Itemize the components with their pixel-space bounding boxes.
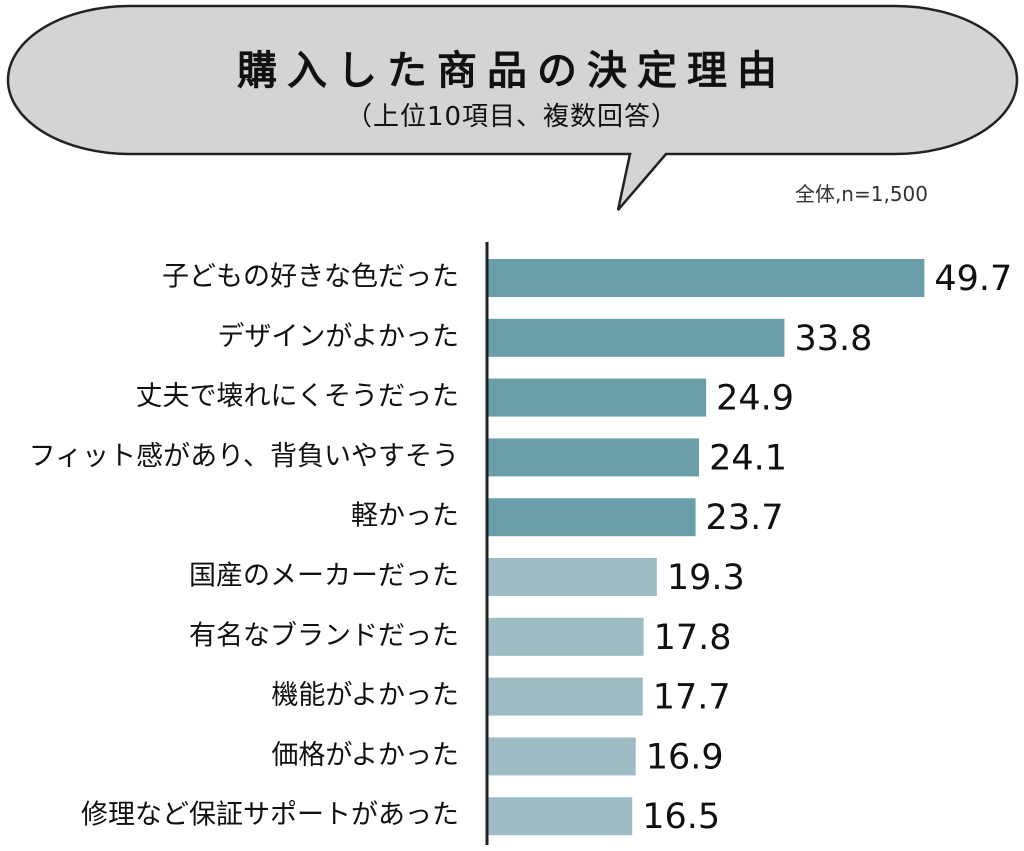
bar-9 [487,737,636,776]
chart-title: 購入した商品の決定理由 [237,48,787,94]
bar-2 [487,318,785,357]
bar-10 [487,797,633,836]
bar-chart: 子どもの好きな色だった 49.7 デザインがよかった 33.8 丈夫で壊れにくそうだった… [29,242,1012,845]
value-label-3: 24.9 [716,379,794,419]
bar-4 [487,438,700,477]
value-label-9: 16.9 [646,737,724,777]
value-label-5: 23.7 [706,498,784,538]
category-label-3: 丈夫で壊れにくそうだった [136,381,459,412]
value-label-8: 17.7 [653,678,731,718]
chart-subtitle: （上位10項目、複数回答） [345,102,679,132]
value-label-10: 16.5 [642,797,720,837]
sample-size-note: 全体,n=1,500 [794,182,928,206]
value-label-2: 33.8 [794,319,872,359]
value-label-4: 24.1 [709,438,787,478]
category-label-6: 国産のメーカーだった [189,561,459,592]
value-label-7: 17.8 [654,618,732,658]
category-label-5: 軽かった [351,501,459,532]
category-label-10: 修理など保証サポートがあった [81,800,459,831]
bar-3 [487,378,707,417]
bar-6 [487,558,657,596]
category-label-9: 価格がよかった [271,740,459,771]
value-label-1: 49.7 [934,259,1012,299]
category-label-2: デザインがよかった [217,321,459,352]
category-label-4: フィット感があり、背負いやすそう [29,441,459,472]
bar-7 [487,617,644,656]
bar-8 [487,677,643,716]
value-label-6: 19.3 [667,558,745,598]
title-bubble [6,4,1019,211]
category-label-7: 有名なブランドだった [189,620,459,651]
bar-5 [487,498,696,537]
category-label-8: 機能がよかった [271,680,459,711]
category-label-1: 子どもの好きな色だった [162,262,459,293]
bar-1 [487,259,925,297]
